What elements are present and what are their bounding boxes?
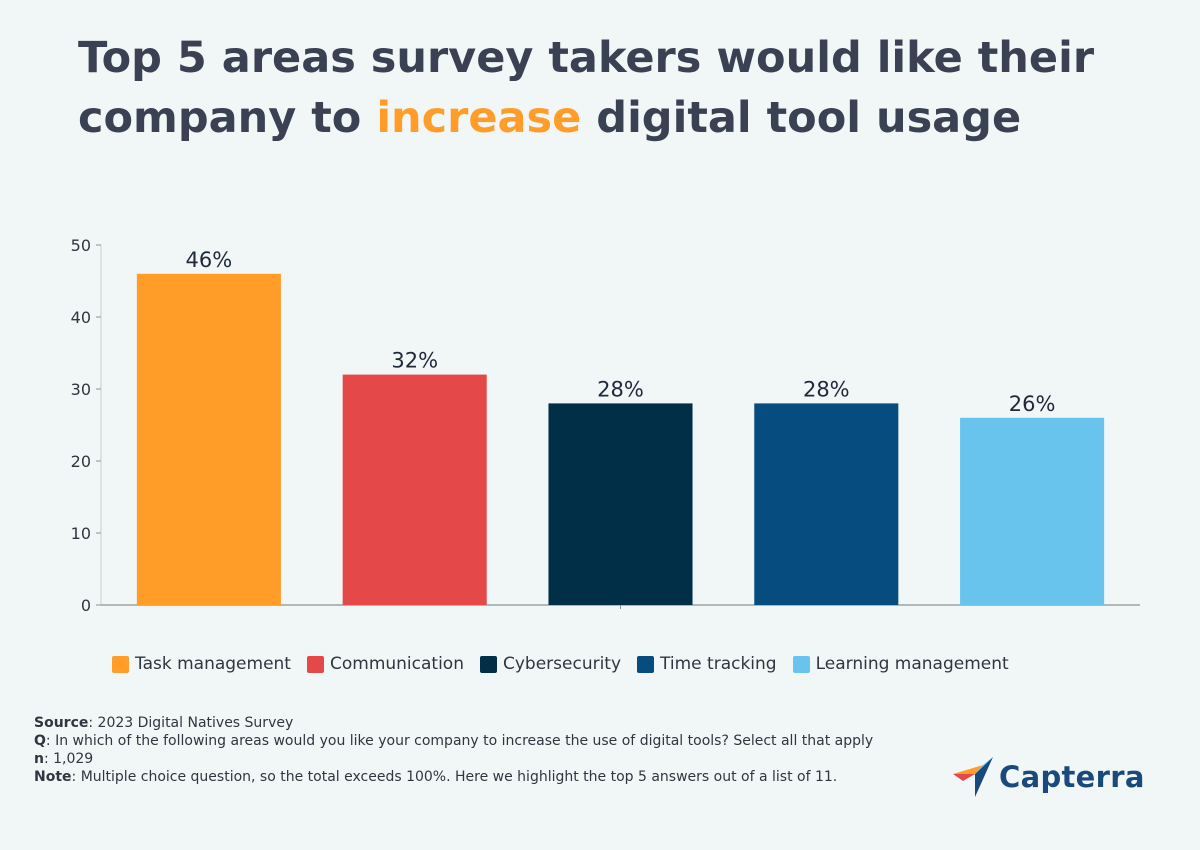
legend-item: Learning management <box>792 654 1009 674</box>
legend-item: Cybersecurity <box>479 654 622 674</box>
y-tick-label: 20 <box>71 452 91 471</box>
legend-swatch <box>637 655 655 673</box>
legend-swatch <box>112 655 129 673</box>
y-tick-label: 10 <box>71 524 91 543</box>
title-text-start: Top 5 areas survey takers would like the… <box>78 33 1095 143</box>
capterra-arrow-icon <box>953 757 993 797</box>
chart-title: Top 5 areas survey takers would like the… <box>78 28 1178 148</box>
y-tick-label: 30 <box>71 380 91 399</box>
y-tick-label: 50 <box>71 236 91 255</box>
bar-value-label: 28% <box>597 377 644 401</box>
bar-value-label: 28% <box>803 377 850 401</box>
footnotes: Source: 2023 Digital Natives Survey Q: I… <box>34 714 894 786</box>
bar-value-label: 26% <box>1009 392 1056 416</box>
bar-chart: 0 10 20 30 40 50 46% 32% 28% 28% 26% <box>71 236 1140 615</box>
title-text-end: digital tool usage <box>581 93 1022 143</box>
bar-learning-management <box>960 417 1105 605</box>
bar-task-management <box>136 273 281 605</box>
y-tick-label: 0 <box>81 596 91 615</box>
title-highlight: increase <box>376 93 582 143</box>
multiple-choice-note: Note: Multiple choice question, so the t… <box>34 769 838 785</box>
sample-size-note: n: 1,029 <box>34 751 94 767</box>
capterra-logo: Capterra <box>953 757 1145 797</box>
bar-time-tracking <box>754 403 899 605</box>
legend-swatch <box>306 655 324 673</box>
question-note: Q: In which of the following areas would… <box>34 733 874 749</box>
legend-item: Task management <box>112 654 291 674</box>
bar-communication <box>342 374 487 605</box>
legend-swatch <box>792 655 810 673</box>
legend-label: Cybersecurity <box>502 654 622 674</box>
legend-label: Learning management <box>815 654 1009 674</box>
bar-cybersecurity <box>548 403 693 605</box>
legend-label: Communication <box>329 654 464 674</box>
chart-legend: Task management Communication Cybersecurit… <box>112 654 1009 674</box>
legend-item: Time tracking <box>637 654 777 674</box>
legend-swatch <box>479 655 497 673</box>
legend-item: Communication <box>306 654 464 674</box>
legend-label: Time tracking <box>660 654 777 674</box>
bar-value-label: 46% <box>186 248 233 272</box>
y-tick-label: 40 <box>71 308 91 327</box>
legend-label: Task management <box>135 654 291 674</box>
bar-value-label: 32% <box>391 349 438 373</box>
brand-name: Capterra <box>999 760 1145 794</box>
source-note: Source: 2023 Digital Natives Survey <box>34 715 294 731</box>
